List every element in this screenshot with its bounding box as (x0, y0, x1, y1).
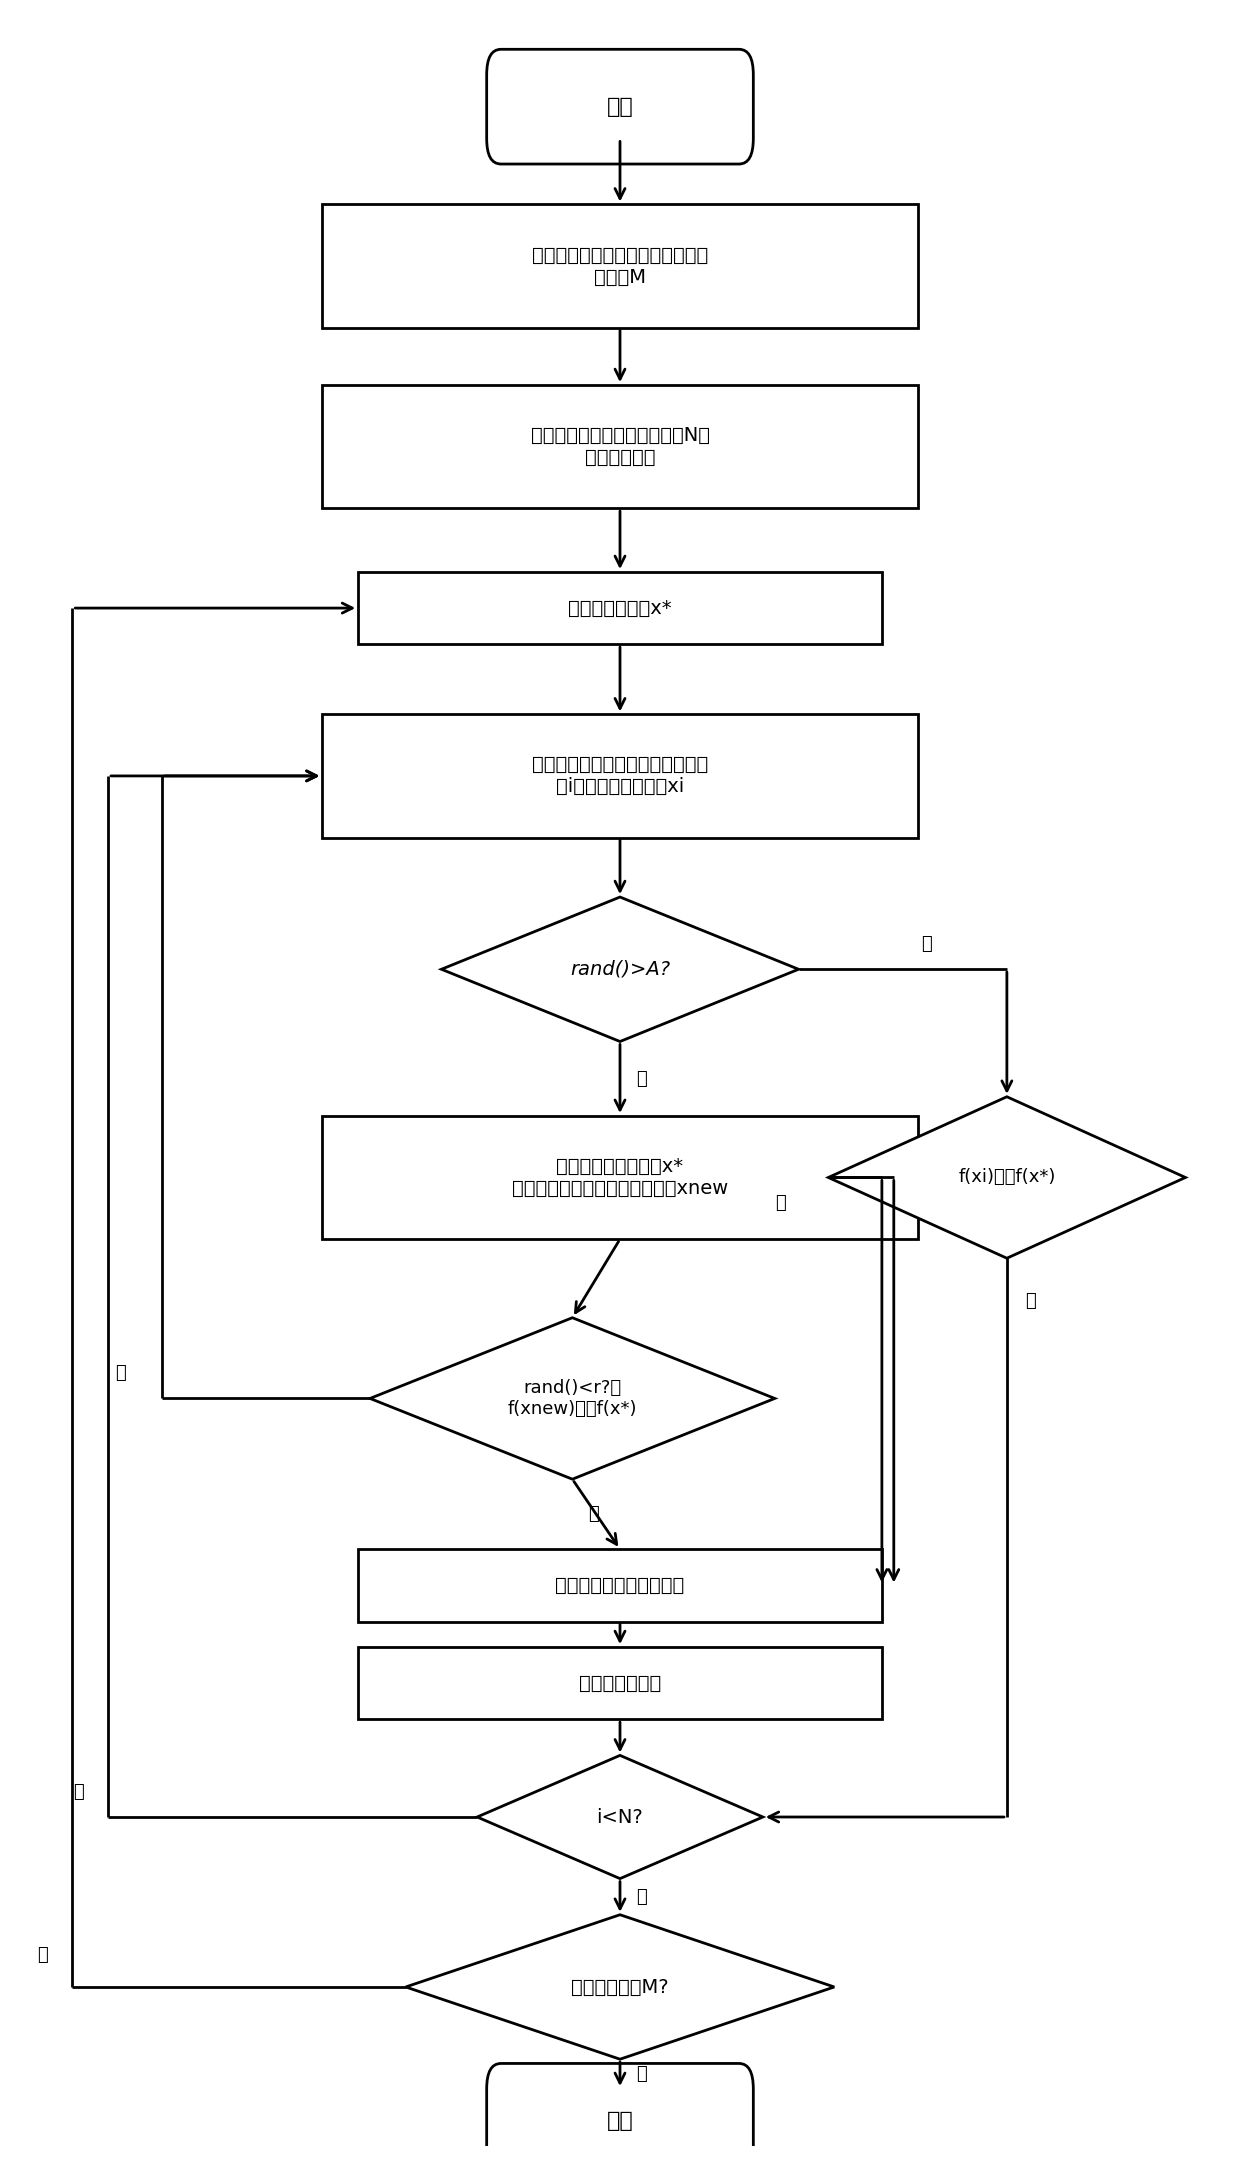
Text: rand()>A?: rand()>A? (570, 960, 670, 978)
Text: 确定当前最优解x*: 确定当前最优解x* (568, 598, 672, 618)
Bar (358, 1550, 882, 1622)
Bar (322, 204, 918, 327)
Polygon shape (477, 1756, 763, 1880)
Text: 是: 是 (775, 1195, 786, 1212)
Text: i<N?: i<N? (596, 1808, 644, 1825)
Text: 结束: 结束 (606, 2112, 634, 2131)
Text: 否: 否 (921, 934, 932, 952)
Bar (322, 713, 918, 837)
Bar (322, 1117, 918, 1240)
Text: 小于迭代次数M?: 小于迭代次数M? (572, 1977, 668, 1997)
Polygon shape (370, 1318, 775, 1479)
Polygon shape (405, 1914, 835, 2060)
Text: 根据频率、速度和位置更新公式，
第i蝙蝠飞向新的位置xi: 根据频率、速度和位置更新公式， 第i蝙蝠飞向新的位置xi (532, 754, 708, 796)
Text: 否: 否 (1025, 1292, 1037, 1309)
Bar (358, 1648, 882, 1719)
Text: 开始: 开始 (606, 98, 634, 117)
Text: 是: 是 (636, 2066, 647, 2083)
Text: 否: 否 (114, 1364, 125, 1381)
Text: 初始化蝙蝠算法相关参数和最大迭
代次数M: 初始化蝙蝠算法相关参数和最大迭 代次数M (532, 245, 708, 286)
Text: 选择当前全局最优解x*
根据随机扰动公式，生成局部解xnew: 选择当前全局最优解x* 根据随机扰动公式，生成局部解xnew (512, 1158, 728, 1199)
Text: 接受当前解为全局最优解: 接受当前解为全局最优解 (556, 1576, 684, 1596)
Bar (358, 572, 882, 644)
Text: f(xi)优于f(x*): f(xi)优于f(x*) (959, 1169, 1055, 1186)
Text: 在搜索范围内随机生成数量为N的
初代蝙蝠种群: 在搜索范围内随机生成数量为N的 初代蝙蝠种群 (531, 427, 709, 466)
Text: 否: 否 (37, 1947, 48, 1964)
Text: rand()<r?且
f(xnew)优于f(x*): rand()<r?且 f(xnew)优于f(x*) (507, 1379, 637, 1418)
Text: 是: 是 (636, 1069, 647, 1088)
FancyBboxPatch shape (486, 50, 754, 165)
Polygon shape (441, 898, 799, 1041)
Text: 更新响度和频度: 更新响度和频度 (579, 1674, 661, 1693)
FancyBboxPatch shape (486, 2064, 754, 2168)
Text: 是: 是 (589, 1505, 599, 1524)
Bar (322, 386, 918, 507)
Text: 是: 是 (636, 1888, 647, 1906)
Text: 否: 否 (73, 1782, 84, 1799)
Polygon shape (828, 1097, 1185, 1257)
